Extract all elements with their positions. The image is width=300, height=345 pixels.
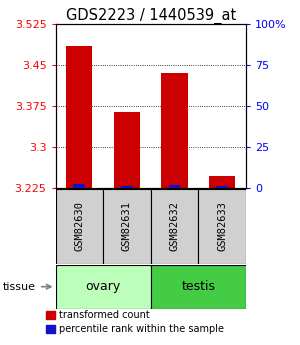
Bar bbox=[103, 189, 151, 264]
Bar bbox=[209, 176, 235, 188]
Text: ovary: ovary bbox=[85, 280, 121, 293]
Legend: transformed count, percentile rank within the sample: transformed count, percentile rank withi… bbox=[44, 308, 226, 336]
Bar bbox=[121, 186, 133, 188]
Bar bbox=[74, 184, 85, 188]
Bar bbox=[216, 186, 228, 188]
Text: testis: testis bbox=[182, 280, 215, 293]
Text: GSM82631: GSM82631 bbox=[122, 201, 132, 251]
Title: GDS2223 / 1440539_at: GDS2223 / 1440539_at bbox=[66, 8, 236, 24]
Text: GSM82633: GSM82633 bbox=[217, 201, 227, 251]
Bar bbox=[56, 189, 103, 264]
Text: GSM82630: GSM82630 bbox=[74, 201, 84, 251]
Text: GSM82632: GSM82632 bbox=[169, 201, 180, 251]
Text: tissue: tissue bbox=[3, 282, 36, 292]
Bar bbox=[169, 185, 181, 188]
Bar bbox=[151, 265, 246, 309]
Bar bbox=[66, 46, 92, 188]
Bar bbox=[198, 189, 246, 264]
Bar bbox=[114, 111, 140, 188]
Bar bbox=[151, 189, 198, 264]
Bar bbox=[56, 265, 151, 309]
Bar bbox=[161, 73, 188, 188]
